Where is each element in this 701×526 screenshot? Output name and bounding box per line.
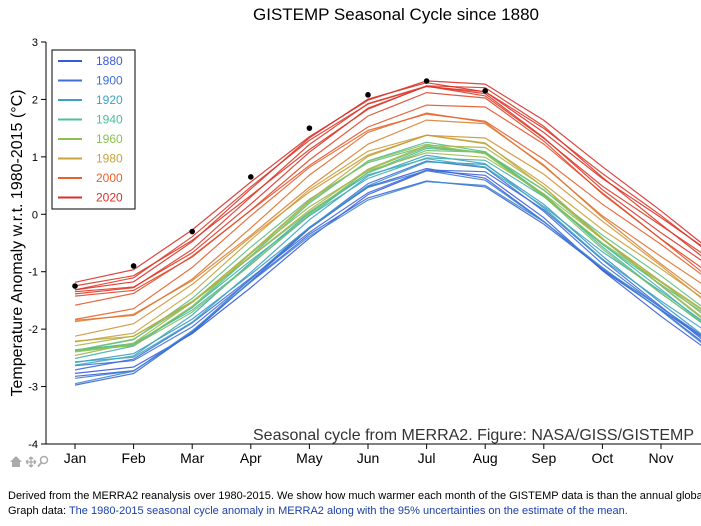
- legend-item-2020: 2020: [58, 191, 123, 205]
- highlight-point-jan: [72, 283, 78, 289]
- series-line-1935: [74, 147, 701, 351]
- series-line-1915: [74, 161, 701, 364]
- y-tick-label: -2: [28, 324, 38, 336]
- legend-label: 1980: [96, 152, 123, 166]
- x-tick-label: Feb: [122, 450, 146, 466]
- series-line-1945: [74, 145, 701, 352]
- legend-item-1940: 1940: [58, 113, 123, 127]
- highlight-points: [72, 78, 489, 289]
- series-line-1900: [74, 160, 701, 367]
- highlight-point-aug: [482, 88, 489, 94]
- legend-label: 2000: [96, 171, 123, 185]
- x-tick-label: Jun: [357, 450, 380, 466]
- y-tick-label: -3: [28, 382, 38, 394]
- legend-label: 1920: [96, 93, 123, 107]
- y-tick-label: 2: [32, 94, 38, 106]
- series-line-2000: [74, 113, 701, 320]
- series-line-1990: [74, 119, 701, 323]
- series-line-1960: [74, 143, 701, 353]
- series-line-1910: [74, 180, 701, 385]
- highlight-point-mar: [189, 228, 195, 235]
- series-line-2016: [74, 85, 701, 291]
- seasonal-cycle-chart: GISTEMP Seasonal Cycle since 1880 Temper…: [9, 5, 701, 468]
- legend-label: 2020: [96, 191, 123, 205]
- plot-toolbar[interactable]: [10, 455, 49, 468]
- legend-label: 1900: [96, 74, 123, 88]
- series-lines: [74, 80, 701, 386]
- x-tick-label: Aug: [473, 450, 498, 466]
- series-line-1920: [74, 154, 701, 363]
- x-ticks: JanFebMarAprMayJunJulAugSepOctNovDec: [64, 444, 674, 466]
- y-tick-label: 3: [32, 37, 38, 49]
- legend-item-1960: 1960: [58, 132, 123, 146]
- series-line-1895: [74, 169, 701, 371]
- chart-title: GISTEMP Seasonal Cycle since 1880: [253, 5, 539, 24]
- y-tick-label: -4: [28, 439, 38, 451]
- y-tick-label: 1: [32, 152, 38, 164]
- highlight-point-jun: [365, 92, 371, 98]
- footer-description: Derived from the MERRA2 reanalysis over …: [8, 490, 701, 502]
- series-line-1940: [74, 141, 701, 351]
- series-line-2005: [74, 104, 701, 306]
- legend-label: 1880: [96, 54, 123, 68]
- legend-box: [51, 49, 136, 210]
- x-tick-label: Mar: [180, 450, 204, 466]
- series-line-1980: [74, 134, 701, 343]
- x-tick-label: Jul: [418, 450, 436, 466]
- series-line-2018: [74, 85, 701, 293]
- series-line-1955: [74, 146, 701, 352]
- legend-item-1920: 1920: [58, 93, 123, 107]
- footer-graph-data: Graph data: The 1980-2015 seasonal cycle…: [8, 504, 701, 519]
- legend-item-1880: 1880: [58, 54, 123, 68]
- home-icon[interactable]: [10, 456, 22, 467]
- x-tick-label: Sep: [531, 450, 556, 466]
- graph-data-label: Graph data:: [8, 505, 67, 517]
- series-line-2010: [74, 91, 701, 297]
- series-line-1985: [74, 134, 701, 337]
- x-tick-label: Apr: [240, 450, 262, 466]
- legend-item-1980: 1980: [58, 152, 123, 166]
- x-tick-label: May: [296, 450, 322, 466]
- zoom-icon[interactable]: [37, 455, 49, 468]
- series-line-1890: [74, 180, 701, 386]
- legend-item-1900: 1900: [58, 74, 123, 88]
- highlight-point-feb: [130, 263, 137, 269]
- graph-data-link[interactable]: The 1980-2015 seasonal cycle anomaly in …: [68, 505, 628, 517]
- chart-footer: Derived from the MERRA2 reanalysis over …: [8, 489, 701, 519]
- legend: 1880 1900 1920 1940 1960 1980 2000 2020: [51, 49, 136, 210]
- chart-annotation: Seasonal cycle from MERRA2. Figure: NASA…: [253, 427, 694, 444]
- series-line-2020: [74, 80, 701, 283]
- legend-label: 1940: [96, 113, 123, 127]
- x-tick-label: Jan: [64, 450, 87, 466]
- x-tick-label: Nov: [649, 450, 674, 466]
- highlight-point-may: [306, 125, 313, 131]
- x-tick-label: Oct: [592, 450, 614, 466]
- series-line-1995: [74, 112, 701, 321]
- y-axis-label: Temperature Anomaly w.r.t. 1980-2015 (°C…: [9, 90, 26, 397]
- y-ticks: 3 2 1 0 -1 -2 -3 -4: [28, 37, 46, 451]
- y-tick-label: -1: [28, 267, 38, 279]
- series-line-1925: [74, 158, 701, 366]
- legend-item-2000: 2000: [58, 171, 123, 185]
- legend-label: 1960: [96, 132, 123, 146]
- highlight-point-apr: [248, 174, 254, 180]
- y-tick-label: 0: [32, 209, 38, 221]
- highlight-point-jul: [423, 78, 430, 84]
- pan-icon[interactable]: [25, 456, 37, 468]
